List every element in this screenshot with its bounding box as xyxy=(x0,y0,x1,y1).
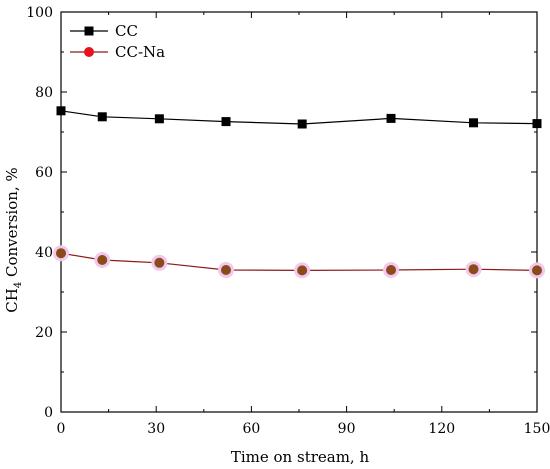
data-point xyxy=(386,113,396,123)
data-point xyxy=(468,264,479,275)
x-tick-label: 0 xyxy=(57,421,66,437)
y-axis-title: CH4 Conversion, % xyxy=(3,167,24,312)
y-axis-title-main: CH xyxy=(3,288,21,313)
data-point xyxy=(297,265,308,276)
series-line xyxy=(60,110,538,125)
data-point xyxy=(386,265,397,275)
series-cc xyxy=(56,106,542,129)
y-axis-title-rest: Conversion, % xyxy=(3,167,21,281)
legend-marker xyxy=(84,26,94,36)
data-point xyxy=(154,257,165,268)
data-point xyxy=(532,265,542,276)
y-tick-label: 40 xyxy=(35,245,53,261)
y-tick-label: 80 xyxy=(35,85,53,101)
y-tick-label: 20 xyxy=(35,325,53,341)
legend-marker xyxy=(84,47,94,57)
legend: CC CC-Na xyxy=(70,22,165,61)
x-tick-label: 90 xyxy=(338,421,356,437)
legend-item: CC-Na xyxy=(70,43,165,61)
legend-item: CC xyxy=(70,22,138,40)
plot-frame xyxy=(60,11,538,413)
x-axis-ticks: 0 30 60 90 120 150 xyxy=(57,12,550,437)
legend-label: CC-Na xyxy=(115,43,165,61)
data-point xyxy=(97,255,108,265)
x-tick-label: 30 xyxy=(147,421,165,437)
data-point xyxy=(154,114,164,124)
data-point xyxy=(297,119,307,129)
data-point xyxy=(221,265,232,275)
data-point xyxy=(97,112,107,122)
series-layer xyxy=(53,106,545,279)
data-point xyxy=(56,248,66,259)
data-point xyxy=(221,117,231,127)
data-point xyxy=(56,106,66,116)
x-axis-title: Time on stream, h xyxy=(231,448,370,466)
data-point xyxy=(469,118,479,128)
y-tick-label: 100 xyxy=(26,5,53,21)
y-tick-label: 60 xyxy=(35,165,53,181)
y-axis-title-subscript: 4 xyxy=(13,282,24,288)
series-line xyxy=(60,252,538,272)
x-tick-label: 150 xyxy=(524,421,550,437)
x-tick-label: 120 xyxy=(428,421,455,437)
series-cc-na xyxy=(53,245,545,279)
axes xyxy=(60,11,538,413)
legend-label: CC xyxy=(115,22,138,40)
y-tick-label: 0 xyxy=(44,405,53,421)
y-axis-ticks: 0 20 40 60 80 100 xyxy=(26,5,537,421)
x-tick-label: 60 xyxy=(242,421,260,437)
data-point xyxy=(532,119,542,129)
